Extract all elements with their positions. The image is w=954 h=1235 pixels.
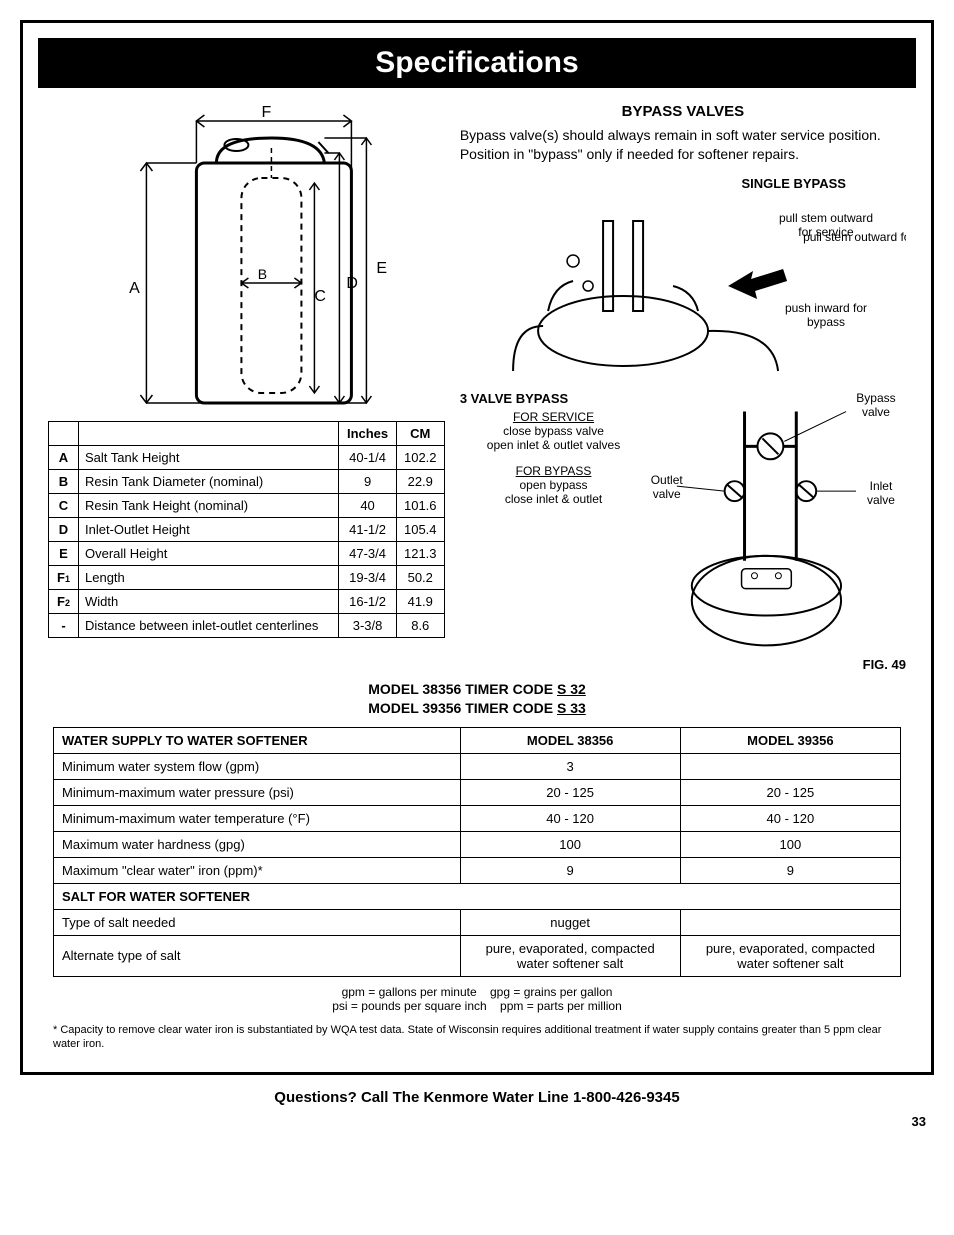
svg-text:D: D [346, 275, 358, 292]
dimensions-table: Inches CM ASalt Tank Height40-1/4102.2 B… [48, 421, 445, 638]
single-bypass-illustration: pull stem outward for service pull stem … [460, 191, 906, 391]
svg-text:C: C [314, 288, 326, 305]
tank-diagram: F [48, 103, 445, 413]
page-frame: Specifications F [20, 20, 934, 1075]
content-area: F [23, 88, 931, 1072]
model-heading: MODEL 38356 TIMER CODE S 32 MODEL 39356 … [53, 680, 901, 719]
push-inward-label: push inward for bypass [776, 301, 876, 329]
pull-stem-label: pull stem outward for service [776, 211, 876, 239]
full-width-section: MODEL 38356 TIMER CODE S 32 MODEL 39356 … [48, 672, 906, 1052]
col-cm: CM [396, 422, 444, 446]
svg-text:A: A [129, 280, 140, 297]
figure-label: FIG. 49 [460, 657, 906, 672]
bypass-text: Bypass valve(s) should always remain in … [460, 126, 906, 164]
spec-table: WATER SUPPLY TO WATER SOFTENER MODEL 383… [53, 727, 901, 977]
three-valve-illustration: Bypass valve Outlet valve Inlet valve [647, 391, 906, 651]
svg-text:B: B [258, 266, 267, 282]
col-inches: Inches [339, 422, 396, 446]
svg-text:E: E [376, 260, 387, 277]
bypass-heading: BYPASS VALVES [460, 103, 906, 120]
code-f1: F1 [49, 566, 79, 590]
single-bypass-label: SINGLE BYPASS [460, 176, 846, 191]
code-f2: F2 [49, 590, 79, 614]
footnote: * Capacity to remove clear water iron is… [53, 1023, 901, 1052]
page-title: Specifications [38, 38, 916, 88]
footer-line: Questions? Call The Kenmore Water Line 1… [20, 1089, 934, 1106]
left-column: F [48, 103, 460, 672]
svg-text:F: F [262, 104, 272, 121]
bypass-valve-label: Bypass valve [846, 391, 906, 419]
page-number: 33 [20, 1114, 934, 1129]
legend: gpm = gallons per minute gpg = grains pe… [53, 985, 901, 1013]
right-column: BYPASS VALVES Bypass valve(s) should alw… [460, 103, 906, 672]
three-valve-text: 3 VALVE BYPASS FOR SERVICE close bypass … [460, 391, 647, 651]
inlet-valve-label: Inlet valve [856, 479, 906, 507]
three-valve-heading: 3 VALVE BYPASS [460, 391, 647, 406]
three-valve-section: 3 VALVE BYPASS FOR SERVICE close bypass … [460, 391, 906, 651]
outlet-valve-label: Outlet valve [639, 473, 694, 501]
